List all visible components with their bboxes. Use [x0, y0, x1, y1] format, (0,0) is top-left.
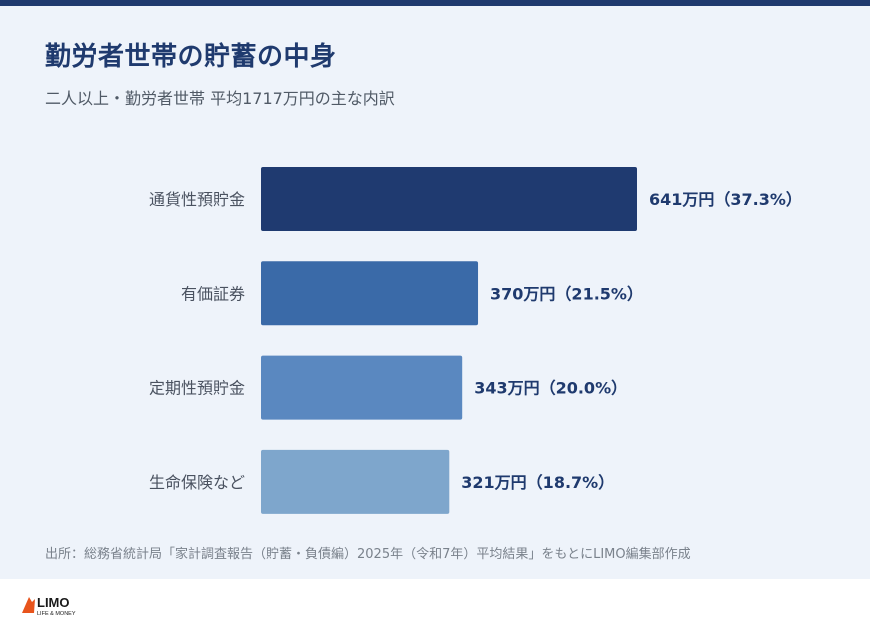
bar-3 [261, 355, 463, 420]
bar-chart: 通貨性預貯金 641万円（37.3%） 有価証券 370万円（21.5%） 定期性預貯金… [149, 167, 802, 514]
chart-title: 勤労者世帯の貯蓄の中身 [45, 42, 337, 72]
value-label-3: 343万円（20.0%） [474, 379, 627, 398]
value-label-1: 641万円（37.3%） [649, 190, 802, 209]
source-note: 出所：総務省統計局「家計調査報告（貯蓄・負債編）2025年（令和7年）平均結果」… [45, 547, 691, 562]
category-label-4: 生命保険など [149, 473, 245, 492]
logo-mark-icon [22, 597, 35, 613]
bar-2 [261, 261, 479, 326]
logo-name: LIMO [37, 595, 70, 610]
category-label-3: 定期性預貯金 [149, 379, 245, 398]
value-label-4: 321万円（18.7%） [461, 473, 614, 492]
category-label-1: 通貨性預貯金 [149, 190, 245, 209]
value-label-2: 370万円（21.5%） [490, 284, 643, 303]
logo-tagline: LIFE & MONEY [37, 611, 76, 617]
footer [0, 579, 870, 627]
chart-subtitle: 二人以上・勤労者世帯 平均1717万円の主な内訳 [45, 89, 395, 108]
category-label-2: 有価証券 [181, 284, 245, 303]
top-accent-bar [0, 0, 870, 6]
limo-logo: LIMO LIFE & MONEY [22, 595, 76, 617]
bar-4 [261, 449, 450, 514]
bar-1 [261, 167, 637, 231]
